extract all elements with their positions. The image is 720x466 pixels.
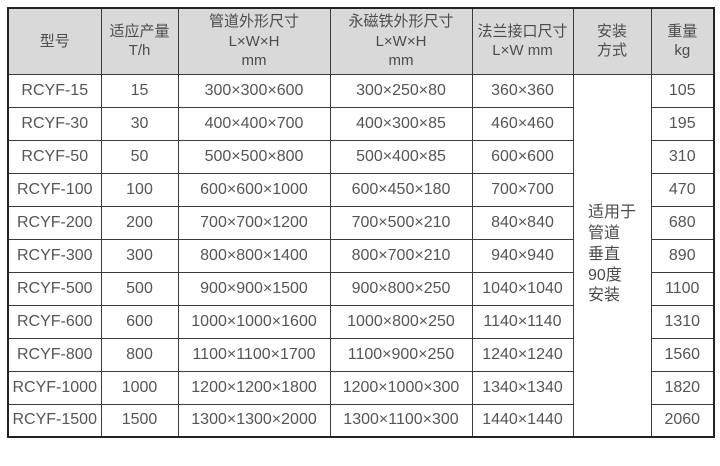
- cell-magnet: 900×800×250: [329, 271, 473, 306]
- cell-model: RCYF-500: [7, 271, 102, 306]
- cell-capacity: 200: [100, 205, 179, 240]
- cell-magnet: 1000×800×250: [329, 304, 473, 339]
- cell-model: RCYF-15: [7, 73, 102, 108]
- header-pipe-dims: 管道外形尺寸 L×W×H mm: [177, 7, 331, 75]
- cell-capacity: 800: [100, 337, 179, 372]
- cell-flange: 1440×1440: [471, 403, 574, 438]
- cell-weight: 1560: [650, 337, 715, 372]
- header-flange-dims: 法兰接口尺寸 L×W mm: [471, 7, 574, 75]
- header-magnet-dims: 永磁铁外形尺寸 L×W×H mm: [329, 7, 473, 75]
- cell-flange: 700×700: [471, 172, 574, 207]
- cell-weight: 195: [650, 106, 715, 141]
- table-row: RCYF-15 15 300×300×600 300×250×80 360×36…: [7, 73, 715, 438]
- cell-pipe: 400×400×700: [177, 106, 331, 141]
- cell-capacity: 15: [100, 73, 179, 108]
- cell-model: RCYF-300: [7, 238, 102, 273]
- cell-model: RCYF-30: [7, 106, 102, 141]
- header-model: 型号: [7, 7, 102, 75]
- cell-weight: 105: [650, 73, 715, 108]
- cell-magnet: 800×700×210: [329, 238, 473, 273]
- header-row: 型号 适应产量T/h 管道外形尺寸 L×W×H mm 永磁铁外形尺寸 L×W×H…: [7, 7, 715, 75]
- cell-pipe: 1200×1200×1800: [177, 370, 331, 405]
- cell-weight: 2060: [650, 403, 715, 438]
- cell-pipe: 500×500×800: [177, 139, 331, 174]
- header-capacity: 适应产量T/h: [100, 7, 179, 75]
- cell-capacity: 1000: [100, 370, 179, 405]
- cell-pipe: 900×900×1500: [177, 271, 331, 306]
- table-row: RCYF-200 200 700×700×1200 700×500×210 84…: [7, 205, 715, 240]
- table-body: RCYF-15 15 300×300×600 300×250×80 360×36…: [7, 73, 715, 438]
- cell-model: RCYF-600: [7, 304, 102, 339]
- table-row: RCYF-500 500 900×900×1500 900×800×250 10…: [7, 271, 715, 306]
- cell-weight: 1310: [650, 304, 715, 339]
- cell-pipe: 1100×1100×1700: [177, 337, 331, 372]
- table-row: RCYF-50 50 500×500×800 500×400×85 600×60…: [7, 139, 715, 174]
- cell-capacity: 1500: [100, 403, 179, 438]
- cell-weight: 310: [650, 139, 715, 174]
- cell-pipe: 300×300×600: [177, 73, 331, 108]
- cell-model: RCYF-200: [7, 205, 102, 240]
- cell-flange: 940×940: [471, 238, 574, 273]
- cell-magnet: 400×300×85: [329, 106, 473, 141]
- cell-weight: 1820: [650, 370, 715, 405]
- cell-model: RCYF-1000: [7, 370, 102, 405]
- cell-magnet: 500×400×85: [329, 139, 473, 174]
- cell-model: RCYF-800: [7, 337, 102, 372]
- table-row: RCYF-1500 1500 1300×1300×2000 1300×1100×…: [7, 403, 715, 438]
- table-row: RCYF-30 30 400×400×700 400×300×85 460×46…: [7, 106, 715, 141]
- cell-flange: 460×460: [471, 106, 574, 141]
- cell-capacity: 600: [100, 304, 179, 339]
- cell-magnet: 300×250×80: [329, 73, 473, 108]
- cell-magnet: 700×500×210: [329, 205, 473, 240]
- cell-magnet: 1100×900×250: [329, 337, 473, 372]
- header-install: 安装 方式: [572, 7, 652, 75]
- cell-capacity: 500: [100, 271, 179, 306]
- cell-flange: 1140×1140: [471, 304, 574, 339]
- cell-pipe: 700×700×1200: [177, 205, 331, 240]
- table-row: RCYF-1000 1000 1200×1200×1800 1200×1000×…: [7, 370, 715, 405]
- cell-magnet: 1300×1100×300: [329, 403, 473, 438]
- cell-capacity: 50: [100, 139, 179, 174]
- table-row: RCYF-300 300 800×800×1400 800×700×210 94…: [7, 238, 715, 273]
- cell-flange: 1240×1240: [471, 337, 574, 372]
- cell-pipe: 600×600×1000: [177, 172, 331, 207]
- cell-pipe: 800×800×1400: [177, 238, 331, 273]
- cell-flange: 840×840: [471, 205, 574, 240]
- cell-flange: 360×360: [471, 73, 574, 108]
- header-weight: 重量 kg: [650, 7, 715, 75]
- cell-capacity: 300: [100, 238, 179, 273]
- cell-flange: 600×600: [471, 139, 574, 174]
- cell-model: RCYF-100: [7, 172, 102, 207]
- cell-weight: 470: [650, 172, 715, 207]
- cell-magnet: 600×450×180: [329, 172, 473, 207]
- cell-flange: 1040×1040: [471, 271, 574, 306]
- table-row: RCYF-100 100 600×600×1000 600×450×180 70…: [7, 172, 715, 207]
- install-note-text: 适用于 管道 垂直 90度 安装: [587, 204, 636, 305]
- cell-model: RCYF-50: [7, 139, 102, 174]
- table-row: RCYF-600 600 1000×1000×1600 1000×800×250…: [7, 304, 715, 339]
- cell-install-note: 适用于 管道 垂直 90度 安装: [572, 73, 652, 438]
- cell-model: RCYF-1500: [7, 403, 102, 438]
- cell-weight: 890: [650, 238, 715, 273]
- spec-table: 型号 适应产量T/h 管道外形尺寸 L×W×H mm 永磁铁外形尺寸 L×W×H…: [7, 7, 715, 438]
- cell-flange: 1340×1340: [471, 370, 574, 405]
- cell-weight: 1100: [650, 271, 715, 306]
- cell-magnet: 1200×1000×300: [329, 370, 473, 405]
- cell-capacity: 100: [100, 172, 179, 207]
- cell-pipe: 1300×1300×2000: [177, 403, 331, 438]
- cell-capacity: 30: [100, 106, 179, 141]
- table-header: 型号 适应产量T/h 管道外形尺寸 L×W×H mm 永磁铁外形尺寸 L×W×H…: [7, 7, 715, 75]
- cell-pipe: 1000×1000×1600: [177, 304, 331, 339]
- cell-weight: 680: [650, 205, 715, 240]
